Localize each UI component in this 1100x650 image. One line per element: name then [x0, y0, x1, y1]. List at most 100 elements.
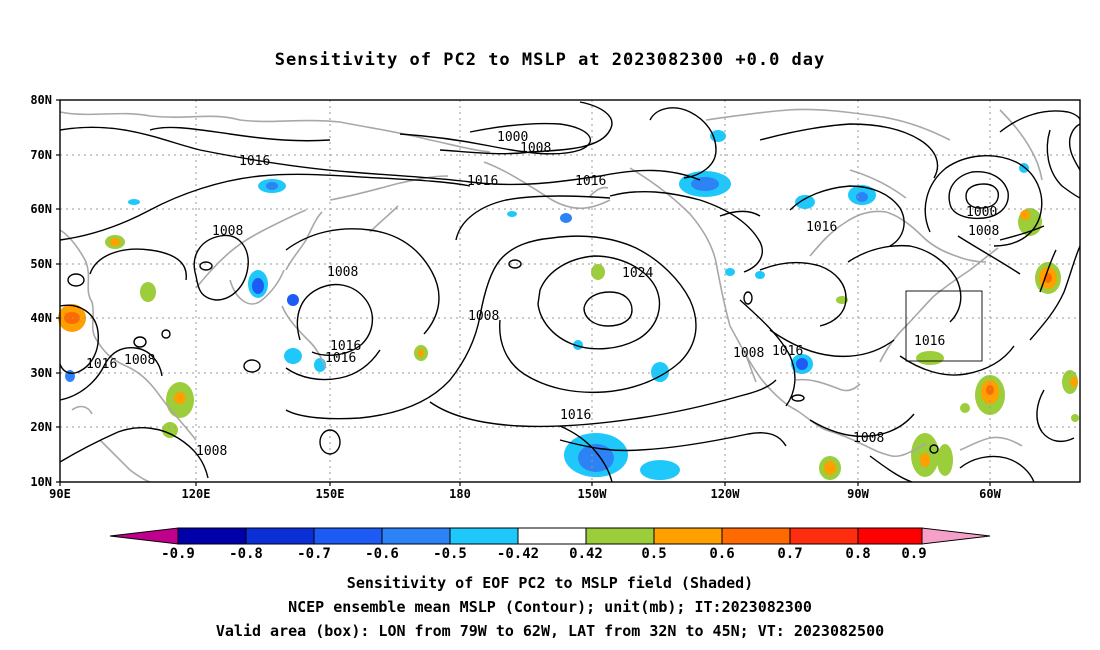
contour-line — [199, 261, 213, 271]
contour-label: 1008 — [124, 353, 155, 368]
contour-labels: 1000 1008 1016 1016 1016 1008 1024 1008 … — [86, 130, 999, 459]
coastline-path — [589, 186, 609, 197]
contour-label: 1008 — [853, 431, 884, 446]
lon-label: 60W — [979, 487, 1001, 501]
coastline-path — [933, 247, 999, 297]
coastline-path — [809, 210, 923, 257]
caption-shading: Sensitivity of EOF PC2 to MSLP field (Sh… — [346, 574, 754, 592]
contour-label: 1016 — [330, 339, 361, 354]
contour-line — [759, 261, 847, 327]
lon-label: 180 — [449, 487, 471, 501]
shade-patch — [856, 192, 868, 202]
lat-label: 70N — [30, 148, 52, 162]
contour-label: 1016 — [325, 351, 356, 366]
shade-patch — [836, 296, 848, 304]
contour-label: 1008 — [733, 346, 764, 361]
contour-line — [499, 235, 697, 394]
lat-label: 80N — [30, 93, 52, 107]
coastline-path — [285, 211, 323, 271]
shade-patch — [284, 348, 302, 364]
contour-line — [149, 126, 331, 142]
contour-line — [59, 173, 471, 241]
contour-line — [59, 427, 209, 479]
contour-label: 1024 — [622, 266, 653, 281]
contour-line — [743, 291, 753, 305]
shade-patch — [796, 358, 808, 370]
contour-line — [869, 455, 913, 483]
contour-line — [957, 235, 1021, 275]
lat-label: 10N — [30, 475, 52, 489]
contour-line — [285, 228, 440, 335]
lon-label: 90E — [49, 487, 71, 501]
coastline-path — [705, 108, 951, 141]
coastline-path — [195, 209, 307, 289]
contour-label: 1016 — [239, 154, 270, 169]
contour-line — [285, 237, 553, 420]
shade-patch — [920, 453, 930, 467]
coastline-path — [59, 229, 127, 367]
contour-line — [429, 379, 777, 428]
contour-label: 1008 — [196, 444, 227, 459]
contour-line — [719, 210, 761, 217]
contour-label: 1016 — [467, 174, 498, 189]
contour-line — [948, 171, 1009, 220]
colorbar-tick-label: -0.6 — [365, 546, 399, 562]
colorbar-right-triangle — [921, 527, 991, 545]
contour-line — [296, 283, 373, 356]
contour-line — [649, 107, 717, 179]
contour-line — [243, 359, 261, 373]
shade-patch — [1071, 414, 1079, 422]
contour-line — [999, 225, 1045, 241]
contour-line — [285, 349, 381, 381]
contour-line — [759, 123, 939, 179]
colorbar-tick-label: -0.42 — [497, 546, 539, 562]
lon-label: 120E — [182, 487, 211, 501]
contour-line — [193, 234, 249, 301]
coastline-path — [229, 269, 285, 305]
colorbar-tick-label: -0.9 — [161, 546, 195, 562]
contour-line — [59, 126, 701, 186]
shade-patch — [418, 349, 424, 357]
colorbar-left-triangle — [109, 527, 179, 545]
shade-patch — [755, 271, 765, 279]
contour-line — [59, 304, 99, 374]
coastline-path — [59, 111, 341, 123]
valid-area-box — [905, 290, 983, 362]
contour-line — [1029, 245, 1081, 341]
contour-label: 1000 — [497, 130, 528, 145]
contour-line — [583, 291, 633, 327]
contour-label: 1008 — [468, 309, 499, 324]
contour-line — [769, 329, 895, 358]
shade-patch — [710, 130, 726, 142]
coastline-path — [483, 161, 611, 210]
shade-patch — [507, 211, 517, 217]
colorbar-segment — [313, 527, 383, 545]
gridlines — [60, 100, 1080, 482]
colorbar: -0.9 -0.8 -0.7 -0.6 -0.5 -0.42 0.42 0.5 … — [109, 527, 991, 562]
shade-patch — [128, 199, 140, 205]
contour-line — [959, 455, 1035, 483]
shade-patch — [824, 461, 836, 475]
contour-line — [999, 110, 1081, 133]
coastline-path — [795, 378, 861, 392]
contour-line — [559, 425, 613, 483]
coastline-path — [743, 349, 757, 383]
coastline-path — [849, 169, 907, 199]
map-frame — [59, 99, 1081, 483]
shade-patch — [651, 362, 669, 382]
coastline-path — [999, 109, 1043, 181]
axis-ticks — [56, 99, 991, 486]
contour-label: 1008 — [968, 224, 999, 239]
lon-label: 150W — [578, 487, 608, 501]
contour-line — [739, 299, 796, 407]
colorbar-segment — [857, 527, 923, 545]
contour-line — [1046, 129, 1081, 199]
colorbar-segment — [177, 527, 247, 545]
coastline-path — [339, 121, 491, 153]
shade-patch — [266, 182, 278, 190]
coastline-path — [125, 365, 197, 441]
coastline-path — [99, 439, 151, 483]
shade-patch — [287, 294, 299, 306]
contour-label: 1016 — [560, 408, 591, 423]
contour-line — [899, 345, 1015, 376]
